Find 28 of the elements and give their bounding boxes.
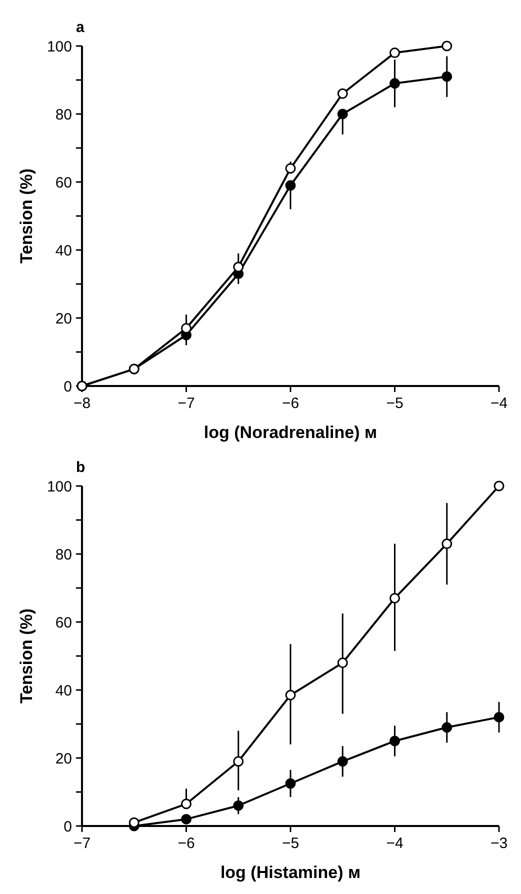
x-tick-label: −8	[73, 395, 91, 412]
y-axis-title: Tension (%)	[17, 608, 36, 704]
y-tick-label: 0	[64, 818, 72, 836]
x-tick-label: −5	[282, 835, 300, 852]
x-axis-title: log (Histamine) м	[220, 863, 361, 882]
y-tick-label: 80	[55, 106, 72, 124]
x-tick-label: −4	[490, 395, 508, 412]
y-tick-label: 80	[55, 546, 72, 564]
x-tick-label: −7	[73, 835, 91, 852]
x-tick-label: −6	[178, 835, 195, 852]
x-tick-label: −7	[178, 395, 195, 412]
y-tick-label: 100	[46, 478, 72, 496]
chart-title: a	[76, 19, 85, 36]
y-tick-label: 40	[55, 242, 72, 260]
y-tick-label: 100	[46, 38, 72, 56]
chart-title: b	[76, 459, 86, 476]
y-tick-label: 60	[55, 614, 72, 632]
y-tick-label: 20	[55, 310, 72, 328]
x-tick-label: −6	[282, 395, 300, 412]
y-tick-label: 20	[55, 750, 72, 768]
y-tick-label: 60	[55, 174, 72, 192]
x-tick-label: −3	[490, 835, 508, 852]
x-tick-label: −5	[386, 395, 404, 412]
x-axis-title: log (Noradrenaline) м	[204, 423, 378, 442]
y-axis-title: Tension (%)	[17, 168, 36, 264]
x-tick-label: −4	[386, 835, 404, 852]
y-tick-label: 40	[55, 682, 72, 700]
y-tick-label: 0	[64, 378, 72, 396]
